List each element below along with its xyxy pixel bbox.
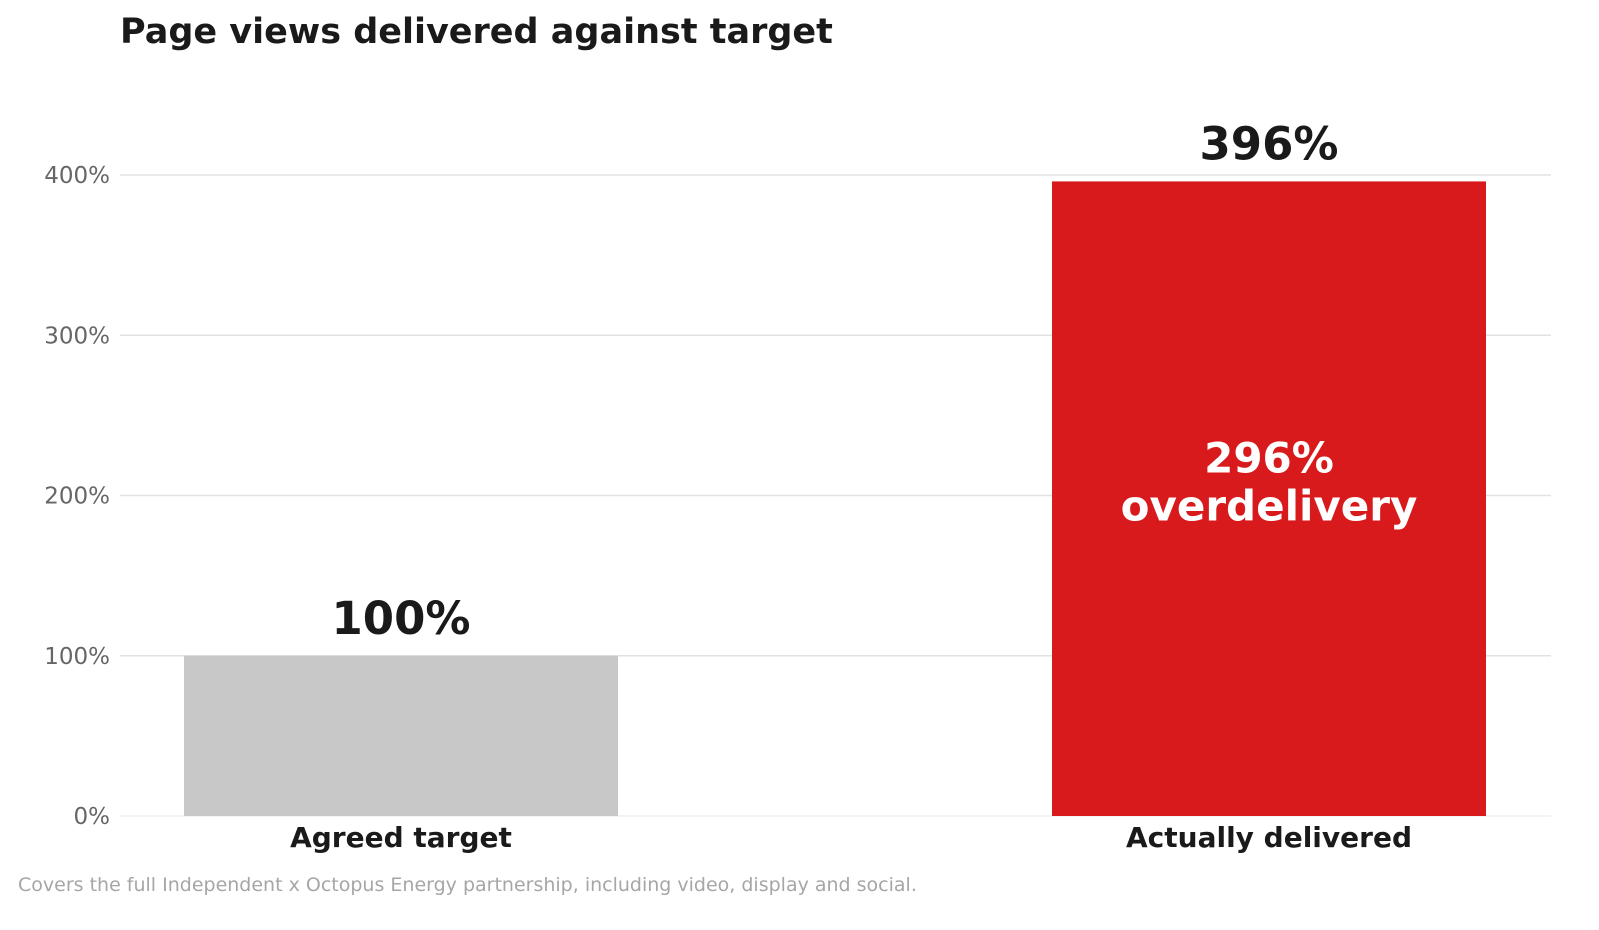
y-tick-label: 400% xyxy=(44,163,110,189)
data-label: 396% xyxy=(1199,117,1338,170)
chart-title: Page views delivered against target xyxy=(120,12,833,52)
annotation-line: 296% xyxy=(1204,434,1334,483)
data-label: 100% xyxy=(331,592,470,645)
y-tick-label: 300% xyxy=(44,323,110,349)
x-tick-label: Actually delivered xyxy=(1126,821,1412,854)
bars xyxy=(184,181,1486,816)
bar-agreed-target xyxy=(184,655,618,816)
bar-actually-delivered xyxy=(1052,181,1486,816)
y-tick-label: 0% xyxy=(74,804,111,830)
y-tick-label: 100% xyxy=(44,644,110,670)
annotation-line: overdelivery xyxy=(1121,482,1418,531)
y-tick-label: 200% xyxy=(44,484,110,510)
x-tick-label: Agreed target xyxy=(290,821,512,854)
labels: 0% 100% 200% 300% 400% 100% Agreed target 396% A… xyxy=(44,117,1417,854)
footnote: Covers the full Independent x Octopus En… xyxy=(18,874,917,896)
